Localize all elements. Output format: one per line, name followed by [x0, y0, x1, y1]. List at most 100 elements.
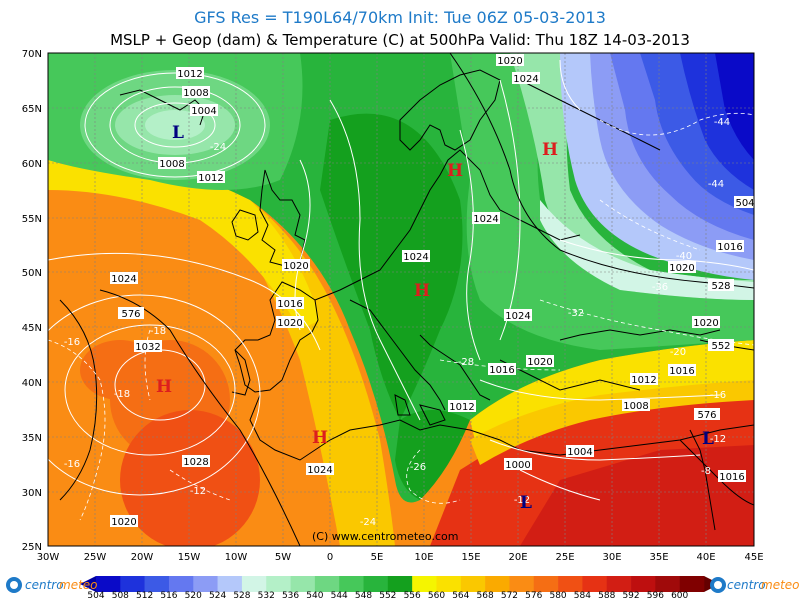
logo-left-text-2: meteo	[59, 578, 98, 592]
temp-label: -28	[458, 357, 474, 368]
svg-text:504: 504	[735, 198, 754, 209]
svg-text:1016: 1016	[277, 299, 302, 310]
lon-label: 20W	[131, 552, 154, 563]
colorbar-label: 512	[136, 591, 153, 600]
colorbar-label: 508	[112, 591, 129, 600]
pressure-label: 1020	[526, 355, 554, 368]
colorbar-left-arrow	[80, 576, 96, 592]
pressure-label: 1028	[182, 455, 210, 468]
svg-text:1012: 1012	[177, 69, 202, 80]
temp-label: -36	[652, 282, 668, 293]
colorbar-label: 600	[671, 591, 688, 600]
pressure-centers: L H H H H H L L	[156, 123, 714, 513]
temp-label: -24	[360, 517, 376, 528]
pressure-label: 1024	[110, 272, 138, 285]
colorbar-cell	[412, 576, 437, 592]
high-center-marker: H	[414, 281, 430, 301]
svg-text:1020: 1020	[669, 263, 694, 274]
lat-label: 25N	[22, 542, 42, 553]
logo-right: centro meteo	[710, 577, 800, 593]
svg-text:1008: 1008	[159, 159, 184, 170]
svg-text:1004: 1004	[567, 447, 592, 458]
colorbar-cell	[339, 576, 364, 592]
map-field	[48, 53, 754, 546]
svg-text:1008: 1008	[183, 88, 208, 99]
lat-label: 60N	[22, 159, 42, 170]
colorbar-label: 564	[452, 591, 469, 600]
colorbar-cell	[387, 576, 413, 592]
colorbar-cell	[144, 576, 170, 592]
lat-label: 45N	[22, 323, 42, 334]
temp-label: -24	[210, 142, 226, 153]
colorbar-label: 536	[282, 591, 299, 600]
lon-axis: 30W 25W 20W 15W 10W 5W 0 5E 10E 15E 20E …	[37, 552, 764, 563]
logo-right-text-2: meteo	[761, 578, 800, 592]
chart-subtitle: MSLP + Geop (dam) & Temperature (C) at 5…	[110, 31, 690, 49]
temp-label: -18	[114, 389, 130, 400]
lon-label: 25E	[555, 552, 574, 563]
pressure-label: 1004	[190, 104, 218, 117]
pressure-label: 1016	[276, 297, 304, 310]
colorbar-cell	[217, 576, 243, 592]
pressure-label-group: 1012 1008 1004 1008 1012 1020 1024 1020 …	[0, 0, 746, 528]
isotherms	[48, 112, 754, 521]
colorbar-label: 560	[428, 591, 445, 600]
svg-text:1004: 1004	[191, 106, 216, 117]
pressure-label: 1012	[630, 373, 658, 386]
lat-label: 35N	[22, 433, 42, 444]
lon-label: 45E	[744, 552, 763, 563]
colorbar-label: 528	[233, 591, 250, 600]
colorbar-cell	[193, 576, 218, 592]
colorbar-label: 596	[647, 591, 664, 600]
temp-label: -26	[410, 462, 426, 473]
lon-label: 0	[327, 552, 333, 563]
temp-label: -32	[568, 308, 584, 319]
lon-label: 25W	[84, 552, 107, 563]
pressure-label: 1024	[504, 309, 532, 322]
svg-text:1020: 1020	[277, 318, 302, 329]
low-center-marker: L	[520, 493, 532, 513]
geo-label: 576	[694, 408, 720, 421]
colorbar-label: 568	[477, 591, 494, 600]
pressure-label: 1016	[488, 363, 516, 376]
pressure-label: 1016	[0, 0, 25, 3]
high-center-marker: H	[447, 161, 463, 181]
colorbar-cell	[679, 576, 705, 592]
pressure-label: 1012	[176, 67, 204, 80]
pressure-label: 1020	[282, 259, 310, 272]
colorbar-cell	[168, 576, 194, 592]
svg-text:1024: 1024	[307, 465, 332, 476]
colorbar-cell	[266, 576, 291, 592]
pressure-label: 1016	[718, 470, 746, 483]
svg-text:1012: 1012	[449, 402, 474, 413]
logo-left: centro meteo	[6, 577, 98, 593]
colorbar-label: 552	[379, 591, 396, 600]
svg-text:1024: 1024	[513, 74, 538, 85]
svg-text:1000: 1000	[505, 460, 530, 471]
temp-label: -18	[150, 326, 166, 337]
colorbar-label: 588	[598, 591, 615, 600]
lon-label: 15E	[461, 552, 480, 563]
geopotential-label-group: 528 552 576 504 576	[118, 196, 756, 421]
svg-text:1028: 1028	[183, 457, 208, 468]
svg-text:1016: 1016	[0, 0, 25, 3]
colorbar-label: 592	[622, 591, 639, 600]
colorbar-label: 584	[574, 591, 591, 600]
pressure-label: 1020	[668, 261, 696, 274]
lon-label: 40E	[696, 552, 715, 563]
pressure-label: 1032	[134, 340, 162, 353]
colorbar-label: 540	[306, 591, 323, 600]
temperature-label-group: -24 -44 -44 -40 -36 -32 -28 -26 -24 -20 …	[64, 117, 730, 528]
lon-label: 20E	[508, 552, 527, 563]
colorbar-label: 580	[549, 591, 566, 600]
coastlines	[119, 69, 754, 531]
colorbar-label: 572	[501, 591, 518, 600]
pressure-label: 1024	[402, 250, 430, 263]
pressure-label: 1008	[182, 86, 210, 99]
colorbar-cell	[558, 576, 583, 592]
pressure-label: 1008	[622, 399, 650, 412]
temp-label: -40	[676, 251, 692, 262]
high-center-marker: H	[312, 428, 328, 448]
colorbar-cell	[314, 576, 340, 592]
